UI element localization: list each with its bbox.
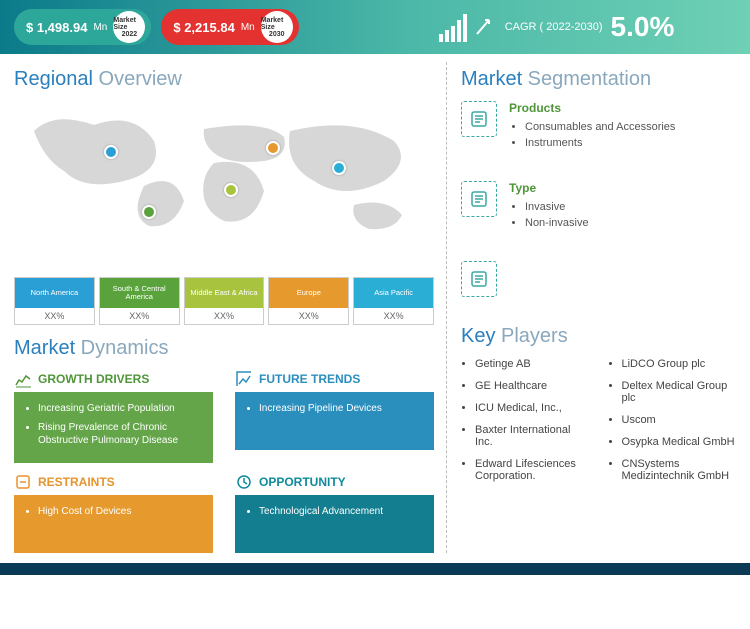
key-player: Uscom bbox=[622, 414, 737, 426]
market-size-2030-pill: $ 2,215.84 Mn Market Size 2030 bbox=[161, 9, 298, 45]
dynamics-box: Technological Advancement bbox=[235, 495, 434, 553]
region-pct: XX% bbox=[269, 308, 348, 324]
region-box: EuropeXX% bbox=[268, 277, 349, 325]
region-name: Europe bbox=[269, 278, 348, 308]
region-name: Asia Pacific bbox=[354, 278, 433, 308]
map-marker bbox=[104, 145, 118, 159]
region-name: North America bbox=[15, 278, 94, 308]
growth-bars-icon bbox=[439, 12, 467, 42]
segment-icon bbox=[461, 101, 497, 137]
key-player: Edward Lifesciences Corporation. bbox=[475, 458, 590, 482]
regional-overview-title: Regional Overview bbox=[14, 68, 434, 91]
dynamics-box: High Cost of Devices bbox=[14, 495, 213, 553]
region-box: North AmericaXX% bbox=[14, 277, 95, 325]
key-player: Getinge AB bbox=[475, 358, 590, 370]
region-pct: XX% bbox=[15, 308, 94, 324]
map-marker bbox=[142, 205, 156, 219]
segment-bullet: Consumables and Accessories bbox=[525, 121, 675, 133]
region-name: Middle East & Africa bbox=[185, 278, 264, 308]
dynamics-header: RESTRAINTS bbox=[14, 473, 213, 491]
key-player: ICU Medical, Inc., bbox=[475, 402, 590, 414]
arrow-up-icon bbox=[475, 12, 497, 42]
key-player: Osypka Medical GmbH bbox=[622, 436, 737, 448]
dynamics-title: OPPORTUNITY bbox=[259, 475, 346, 489]
segment-title: Type bbox=[509, 181, 589, 195]
cagr-value: 5.0% bbox=[611, 11, 675, 43]
key-player: LiDCO Group plc bbox=[622, 358, 737, 370]
size-2022-label-circle: Market Size 2022 bbox=[113, 11, 145, 43]
key-players-list: Getinge AB GE Healthcare ICU Medical, Inc.… bbox=[461, 358, 736, 492]
segmentation-item: Type Invasive Non-invasive bbox=[461, 181, 736, 233]
segment-title: Products bbox=[509, 101, 675, 115]
dynamics-grid: GROWTH DRIVERS Increasing Geriatric Popul… bbox=[14, 370, 434, 553]
dynamics-item: Rising Prevalence of Chronic Obstructive… bbox=[38, 421, 203, 447]
dynamics-block: GROWTH DRIVERS Increasing Geriatric Popul… bbox=[14, 370, 213, 463]
market-segmentation-title: Market Segmentation bbox=[461, 68, 736, 91]
region-pct: XX% bbox=[100, 308, 179, 324]
key-players-title: Key Players bbox=[461, 325, 736, 348]
region-pct: XX% bbox=[185, 308, 264, 324]
dynamics-title: FUTURE TRENDS bbox=[259, 372, 360, 386]
dynamics-header: GROWTH DRIVERS bbox=[14, 370, 213, 388]
dynamics-item: High Cost of Devices bbox=[38, 505, 203, 518]
dynamics-box: Increasing Geriatric Population Rising Pr… bbox=[14, 392, 213, 463]
dynamics-header: FUTURE TRENDS bbox=[235, 370, 434, 388]
region-boxes: North AmericaXX%South & Central AmericaX… bbox=[14, 277, 434, 325]
footer-bar bbox=[0, 563, 750, 575]
dynamics-item: Increasing Pipeline Devices bbox=[259, 402, 424, 415]
market-size-2022-pill: $ 1,498.94 Mn Market Size 2022 bbox=[14, 9, 151, 45]
dynamics-box: Increasing Pipeline Devices bbox=[235, 392, 434, 450]
key-player: GE Healthcare bbox=[475, 380, 590, 392]
dynamics-item: Increasing Geriatric Population bbox=[38, 402, 203, 415]
dynamics-block: FUTURE TRENDS Increasing Pipeline Devices bbox=[235, 370, 434, 463]
size-2022-value: $ 1,498.94 bbox=[26, 20, 87, 35]
segment-bullet: Instruments bbox=[525, 137, 675, 149]
map-marker bbox=[332, 161, 346, 175]
region-box: Asia PacificXX% bbox=[353, 277, 434, 325]
segmentation-item bbox=[461, 261, 736, 297]
top-banner: $ 1,498.94 Mn Market Size 2022 $ 2,215.8… bbox=[0, 0, 750, 54]
segmentation-list: Products Consumables and Accessories Instr… bbox=[461, 101, 736, 297]
key-player: Baxter International Inc. bbox=[475, 424, 590, 448]
cagr-block: CAGR ( 2022-2030) 5.0% bbox=[439, 11, 675, 43]
region-name: South & Central America bbox=[100, 278, 179, 308]
dynamics-title: GROWTH DRIVERS bbox=[38, 372, 149, 386]
dynamics-header: OPPORTUNITY bbox=[235, 473, 434, 491]
segmentation-item: Products Consumables and Accessories Instr… bbox=[461, 101, 736, 153]
size-2030-label-circle: Market Size 2030 bbox=[261, 11, 293, 43]
map-marker bbox=[266, 141, 280, 155]
dynamics-icon bbox=[235, 473, 253, 491]
size-2022-unit: Mn bbox=[93, 22, 107, 33]
size-2030-unit: Mn bbox=[241, 22, 255, 33]
dynamics-title: RESTRAINTS bbox=[38, 475, 115, 489]
dynamics-block: OPPORTUNITY Technological Advancement bbox=[235, 473, 434, 553]
key-player: CNSystems Medizintechnik GmbH bbox=[622, 458, 737, 482]
world-map-svg bbox=[14, 101, 434, 241]
dynamics-item: Technological Advancement bbox=[259, 505, 424, 518]
segment-bullet: Invasive bbox=[525, 201, 589, 213]
world-map bbox=[14, 101, 434, 271]
dynamics-icon bbox=[14, 370, 32, 388]
region-box: South & Central AmericaXX% bbox=[99, 277, 180, 325]
region-box: Middle East & AfricaXX% bbox=[184, 277, 265, 325]
dynamics-block: RESTRAINTS High Cost of Devices bbox=[14, 473, 213, 553]
map-marker bbox=[224, 183, 238, 197]
market-dynamics-title: Market Dynamics bbox=[14, 337, 434, 360]
segment-bullet: Non-invasive bbox=[525, 217, 589, 229]
dynamics-icon bbox=[14, 473, 32, 491]
key-player: Deltex Medical Group plc bbox=[622, 380, 737, 404]
segment-icon bbox=[461, 261, 497, 297]
cagr-label: CAGR ( 2022-2030) bbox=[505, 21, 603, 33]
size-2030-value: $ 2,215.84 bbox=[173, 20, 234, 35]
segment-icon bbox=[461, 181, 497, 217]
dynamics-icon bbox=[235, 370, 253, 388]
region-pct: XX% bbox=[354, 308, 433, 324]
